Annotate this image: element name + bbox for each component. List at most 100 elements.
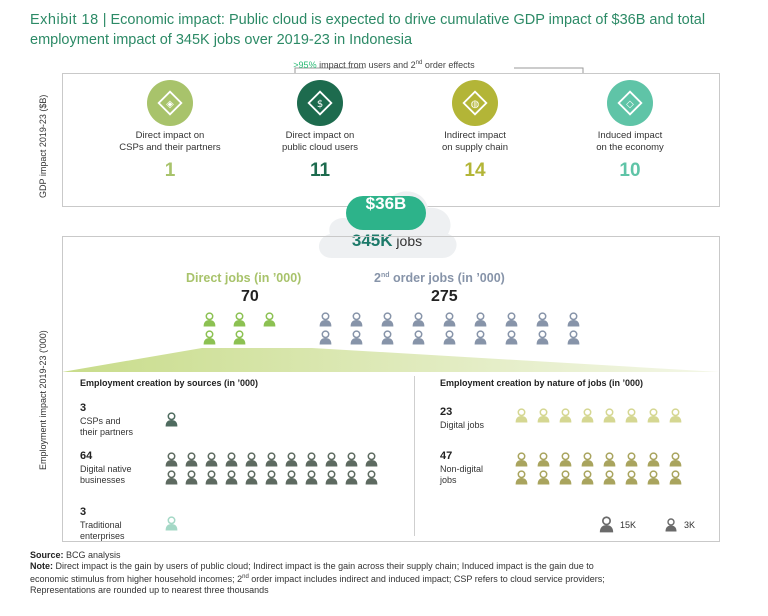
- source-person: [164, 516, 179, 536]
- source-person: [344, 470, 359, 490]
- gdp-value-1: 1: [164, 160, 176, 181]
- legend-small-icon: [664, 518, 678, 537]
- nature-person: [624, 470, 639, 490]
- person-icon: [285, 470, 298, 485]
- order-job-person: [318, 312, 333, 332]
- person-icon: [536, 330, 549, 345]
- person-icon: [365, 470, 378, 485]
- person-icon: [669, 408, 682, 423]
- order-jobs-title: 2nd order jobs (in ’000): [374, 271, 505, 285]
- gdp-label-line2: on supply chain: [441, 142, 509, 153]
- person-icon: [625, 452, 638, 467]
- nature-person: [536, 452, 551, 472]
- source-label: CSPs and their partners: [80, 416, 160, 438]
- gdp-circle-2: $: [297, 80, 343, 126]
- gdp-label-line1: Indirect impact: [444, 130, 506, 141]
- gdp-circle-4: ◇: [607, 80, 653, 126]
- source-label-line1: Traditional: [80, 520, 122, 530]
- nature-label: Digital jobs: [440, 420, 510, 431]
- source-person: [304, 470, 319, 490]
- nature-person: [668, 408, 683, 428]
- source-person: [184, 452, 199, 472]
- order-job-person: [504, 312, 519, 332]
- nature-label-line1: Non-digital: [440, 464, 484, 474]
- person-icon: [581, 452, 594, 467]
- svg-text:◍: ◍: [471, 99, 480, 110]
- source-person: [184, 470, 199, 490]
- person-icon: [559, 408, 572, 423]
- source-person: [324, 452, 339, 472]
- source-label: Source:: [30, 550, 64, 560]
- order-title-a: 2: [374, 271, 381, 285]
- order-job-person: [380, 312, 395, 332]
- legend-big-icon: [598, 516, 615, 538]
- header-text-b: order effects: [422, 60, 475, 70]
- person-icon: [245, 470, 258, 485]
- person-icon: [515, 452, 528, 467]
- header-pct: >95%: [293, 60, 317, 70]
- person-icon: [203, 330, 216, 345]
- person-icon: [669, 452, 682, 467]
- nature-person: [602, 470, 617, 490]
- source-label-line2: enterprises: [80, 531, 125, 541]
- source-label-line2: their partners: [80, 427, 134, 437]
- nature-person: [646, 408, 661, 428]
- person-icon: [537, 408, 550, 423]
- jobs-total: 345K jobs: [322, 231, 452, 251]
- person-icon: [345, 452, 358, 467]
- person-icon: [285, 452, 298, 467]
- person-icon: [603, 470, 616, 485]
- source-label: Traditional enterprises: [80, 520, 160, 542]
- direct-job-person: [262, 312, 277, 332]
- nature-person: [580, 470, 595, 490]
- gdp-circle-3: ◍: [452, 80, 498, 126]
- direct-jobs-title: Direct jobs (in ’000): [186, 271, 302, 285]
- source-person: [224, 470, 239, 490]
- person-icon: [412, 312, 425, 327]
- nature-person: [558, 470, 573, 490]
- direct-jobs-value: 70: [241, 288, 259, 305]
- person-icon: [225, 452, 238, 467]
- person-icon: [443, 330, 456, 345]
- source-label-line1: CSPs and: [80, 416, 121, 426]
- source-person: [284, 470, 299, 490]
- source-person: [324, 470, 339, 490]
- order-title-sup: nd: [380, 271, 390, 279]
- person-icon: [537, 452, 550, 467]
- note-line2b: order impact includes indirect and induc…: [248, 574, 605, 584]
- person-icon: [625, 470, 638, 485]
- note-line3: Representations are rounded up to neares…: [30, 585, 269, 595]
- nature-label-line1: Digital jobs: [440, 420, 485, 430]
- person-icon: [381, 330, 394, 345]
- person-icon: [665, 518, 677, 532]
- person-icon: [225, 470, 238, 485]
- person-icon: [515, 470, 528, 485]
- nature-value: 23: [440, 406, 453, 418]
- person-icon: [350, 330, 363, 345]
- order-job-person: [504, 330, 519, 350]
- person-icon: [474, 330, 487, 345]
- person-icon: [581, 470, 594, 485]
- direct-job-person: [202, 330, 217, 350]
- gdp-label-line1: Direct impact on: [285, 130, 355, 141]
- person-icon: [233, 330, 246, 345]
- legend-big-label: 15K: [620, 520, 637, 530]
- nature-person: [558, 408, 573, 428]
- source-text: BCG analysis: [63, 550, 121, 560]
- person-icon: [603, 452, 616, 467]
- direct-job-person: [202, 312, 217, 332]
- nature-person: [558, 452, 573, 472]
- person-icon: [669, 470, 682, 485]
- source-person: [304, 452, 319, 472]
- direct-job-person: [232, 330, 247, 350]
- person-icon: [515, 408, 528, 423]
- globe-icon: ◍: [462, 90, 488, 116]
- person-icon: [319, 312, 332, 327]
- gdp-label-line2: public cloud users: [281, 142, 359, 153]
- person-icon: [559, 452, 572, 467]
- sources-title: Employment creation by sources (in ’000): [80, 378, 259, 388]
- person-icon: [559, 470, 572, 485]
- source-person: [204, 470, 219, 490]
- order-job-person: [566, 312, 581, 332]
- person-icon: [263, 312, 276, 327]
